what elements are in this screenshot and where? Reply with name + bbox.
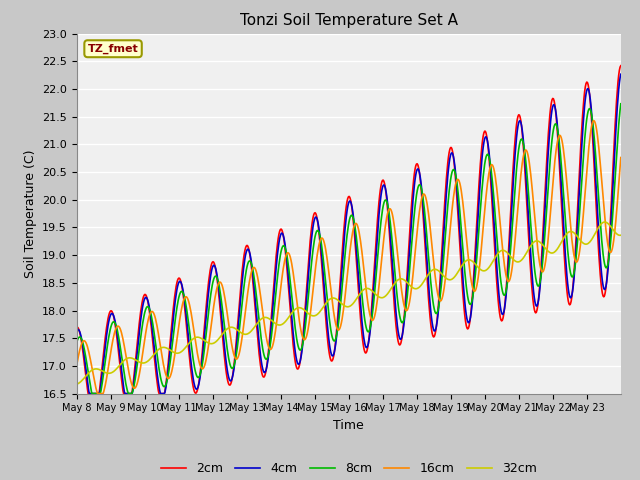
16cm	[73, 362, 81, 368]
32cm	[405, 281, 413, 287]
2cm	[237, 276, 245, 282]
Text: TZ_fmet: TZ_fmet	[88, 44, 138, 54]
16cm	[406, 300, 413, 305]
2cm	[436, 280, 444, 286]
32cm	[73, 381, 81, 387]
16cm	[237, 339, 245, 345]
2cm	[73, 324, 81, 330]
32cm	[601, 219, 609, 225]
Y-axis label: Soil Temperature (C): Soil Temperature (C)	[24, 149, 36, 278]
8cm	[406, 269, 413, 275]
4cm	[138, 312, 145, 318]
16cm	[285, 251, 292, 256]
Line: 2cm: 2cm	[77, 66, 621, 394]
4cm	[73, 327, 81, 333]
4cm	[436, 289, 444, 295]
16cm	[436, 298, 444, 304]
32cm	[237, 330, 244, 336]
16cm	[617, 155, 625, 160]
16cm	[590, 118, 598, 123]
2cm	[138, 304, 145, 310]
4cm	[285, 279, 292, 285]
4cm	[237, 288, 245, 293]
Title: Tonzi Soil Temperature Set A: Tonzi Soil Temperature Set A	[240, 13, 458, 28]
X-axis label: Time: Time	[333, 419, 364, 432]
Line: 16cm: 16cm	[77, 120, 621, 394]
8cm	[264, 352, 272, 358]
2cm	[406, 234, 413, 240]
8cm	[436, 295, 444, 301]
16cm	[94, 391, 102, 396]
Line: 8cm: 8cm	[77, 104, 621, 394]
4cm	[617, 72, 625, 77]
4cm	[406, 248, 413, 253]
32cm	[264, 315, 271, 321]
2cm	[264, 350, 272, 356]
8cm	[88, 391, 96, 396]
2cm	[285, 289, 292, 295]
16cm	[264, 343, 272, 349]
4cm	[86, 391, 93, 396]
Line: 32cm: 32cm	[77, 222, 621, 384]
8cm	[138, 330, 145, 336]
4cm	[264, 354, 272, 360]
16cm	[138, 360, 145, 365]
32cm	[617, 232, 625, 238]
32cm	[137, 360, 145, 365]
Legend: 2cm, 4cm, 8cm, 16cm, 32cm: 2cm, 4cm, 8cm, 16cm, 32cm	[156, 457, 541, 480]
8cm	[237, 308, 245, 313]
32cm	[284, 315, 292, 321]
32cm	[435, 268, 443, 274]
8cm	[617, 101, 625, 107]
2cm	[84, 391, 92, 396]
8cm	[73, 339, 81, 345]
Line: 4cm: 4cm	[77, 74, 621, 394]
8cm	[285, 266, 292, 272]
2cm	[617, 63, 625, 69]
